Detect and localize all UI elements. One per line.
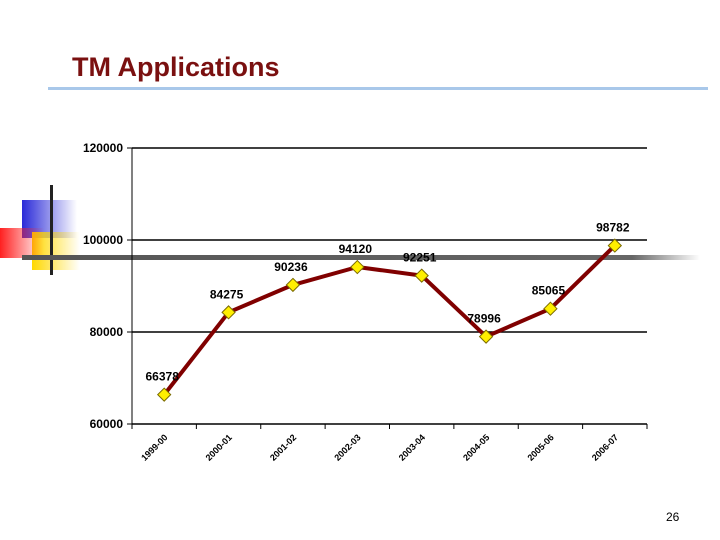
data-labels: 66378 84275 90236 94120 92251 78996 85065 98782 (146, 221, 630, 384)
x-tick-label: 2005-06 (525, 432, 555, 462)
x-tick-label: 2004-05 (461, 432, 491, 462)
data-label: 90236 (274, 260, 308, 274)
data-point-marker (285, 277, 301, 293)
x-tick-label: 2000-01 (204, 432, 234, 462)
y-tick-label: 100000 (83, 233, 123, 247)
data-label: 92251 (403, 251, 437, 265)
title-divider (48, 87, 708, 90)
y-tick-label: 80000 (90, 325, 124, 339)
x-tick-label: 2002-03 (332, 432, 362, 462)
data-point-markers (156, 238, 623, 402)
data-label: 94120 (339, 242, 373, 256)
y-tick-label: 60000 (90, 417, 124, 431)
data-point-marker (414, 268, 429, 283)
x-tick-label: 1999-00 (139, 432, 169, 462)
y-axis-tick-labels: 60000 80000 100000 120000 (83, 141, 123, 431)
chart-axes (131, 148, 648, 429)
data-label: 78996 (467, 312, 501, 326)
x-tick-label: 2003-04 (397, 432, 427, 462)
data-label: 85065 (532, 284, 566, 298)
series-line (162, 244, 617, 396)
slide-title: TM Applications (72, 52, 280, 82)
y-tick-label: 120000 (83, 141, 123, 155)
x-tick-label: 2006-07 (590, 432, 620, 462)
data-label: 84275 (210, 287, 244, 301)
data-point-marker (478, 329, 494, 344)
chart-gridlines (127, 147, 647, 425)
decorative-squares-graphic (0, 185, 700, 275)
data-point-marker (156, 387, 172, 402)
data-point-marker (607, 238, 623, 253)
data-point-marker (350, 259, 365, 275)
x-axis-tick-labels: 1999-00 2000-01 2001-02 2002-03 2003-04 2004-… (139, 432, 620, 462)
data-label: 98782 (596, 221, 630, 235)
data-point-marker (543, 301, 558, 316)
x-tick-label: 2001-02 (268, 432, 298, 462)
data-label: 66378 (146, 370, 180, 384)
page-number: 26 (666, 510, 680, 524)
data-point-marker (221, 305, 236, 320)
